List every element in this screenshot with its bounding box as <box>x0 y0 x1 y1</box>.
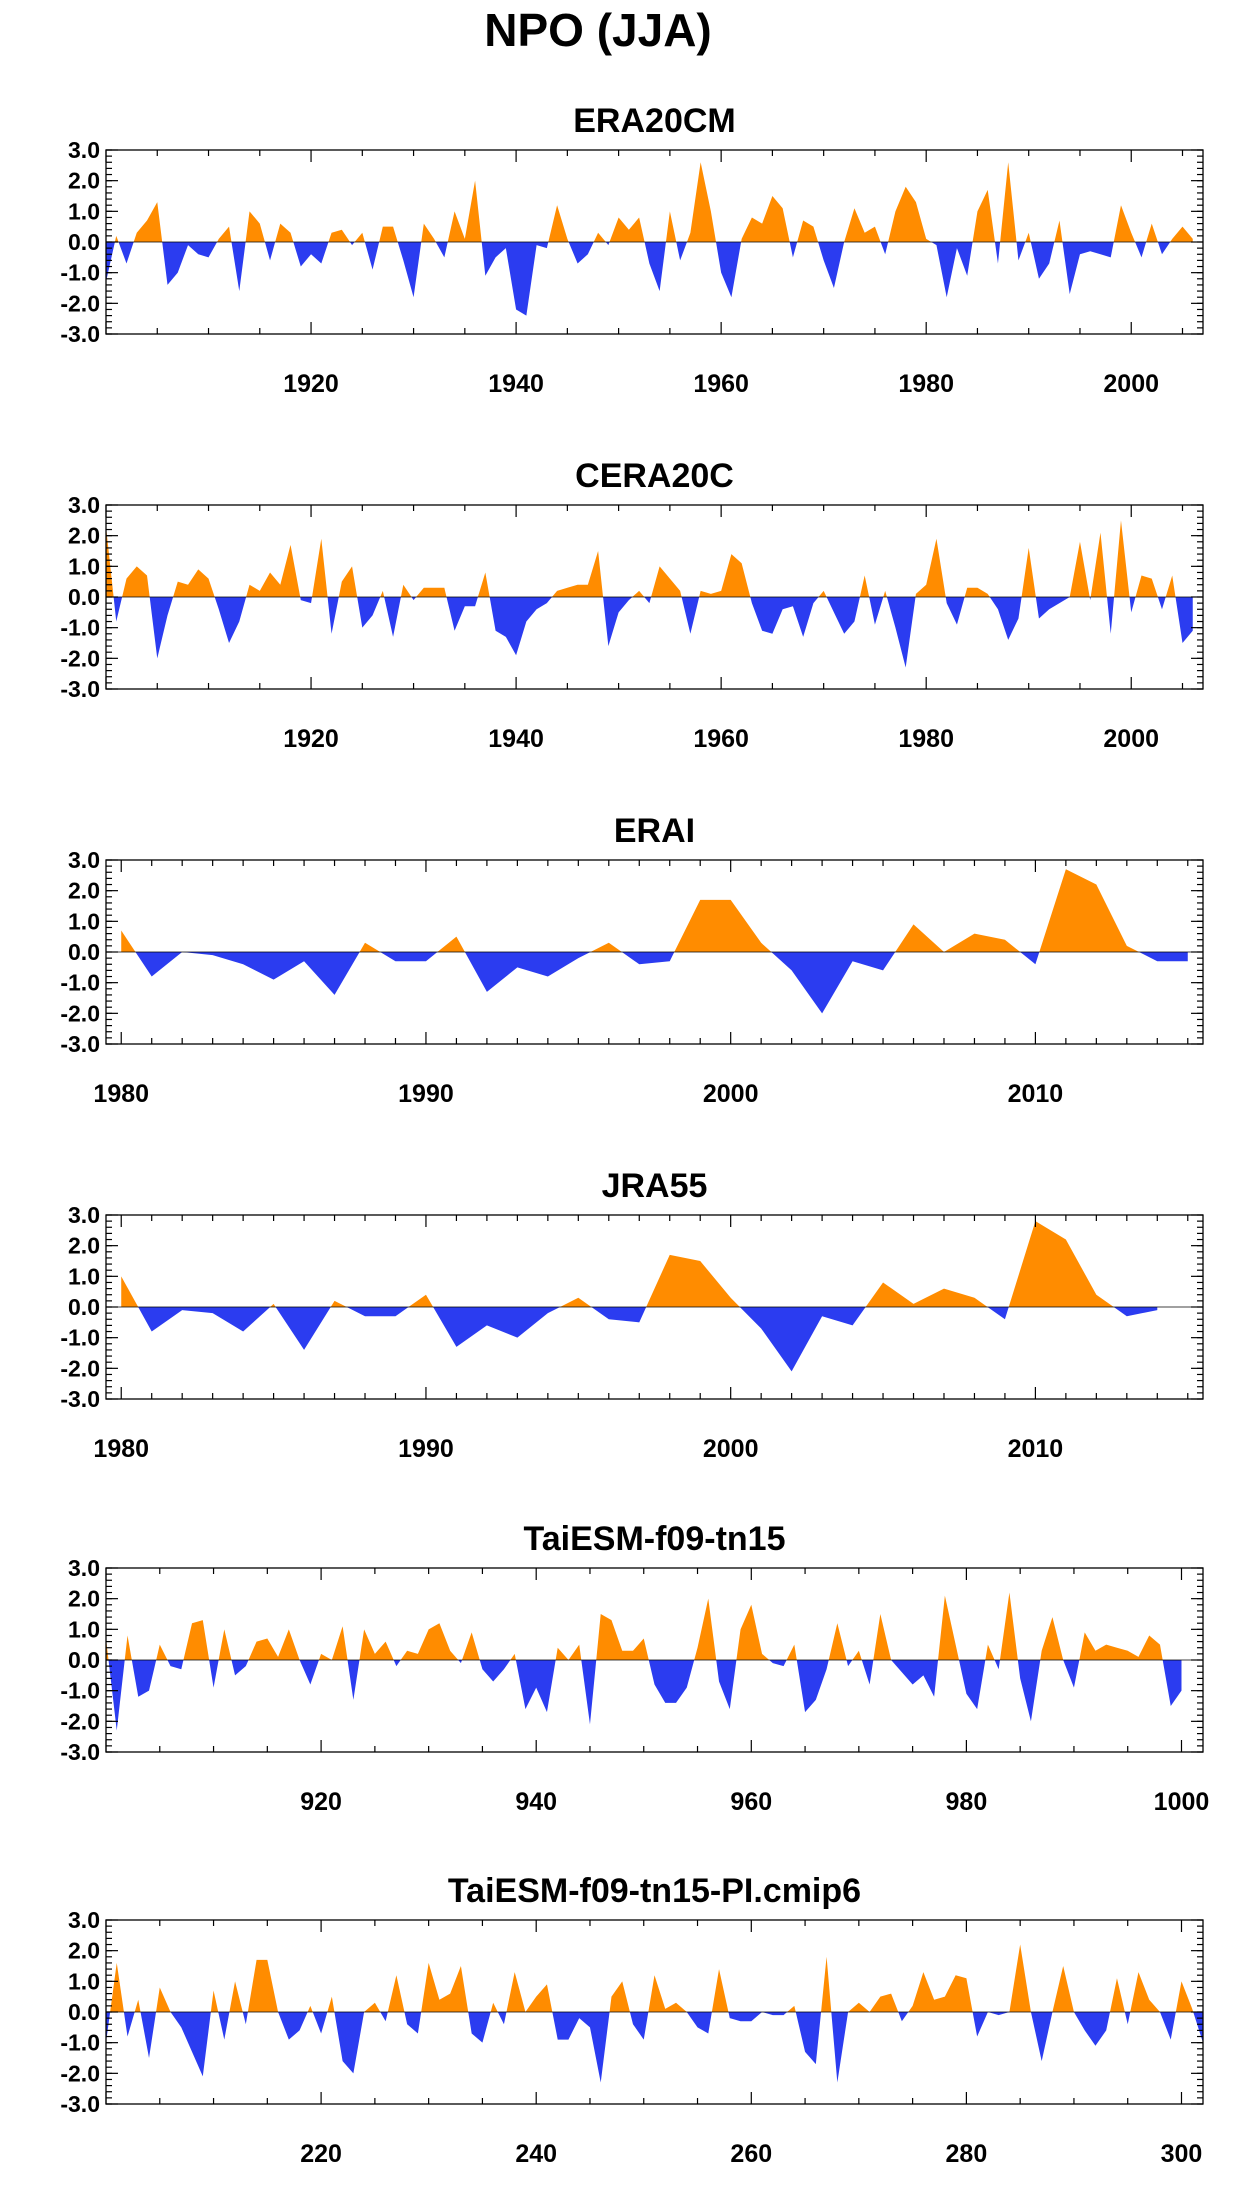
y-tick-label: 2.0 <box>68 878 100 904</box>
panel-5: TaiESM-f09-tn15 3.0 2.0 1.0 0.0 -1.0 -2.0 -3.0 9… <box>60 1520 1209 1816</box>
x-tick-label: 960 <box>730 1788 772 1816</box>
x-tick-label: 1980 <box>898 725 954 753</box>
y-tick-label: -2.0 <box>60 1355 100 1381</box>
y-tick-label: 0.0 <box>68 1999 100 2025</box>
y-tick-label: 0.0 <box>68 584 100 610</box>
x-tick-label: 1990 <box>398 1435 454 1463</box>
y-tick-label: 1.0 <box>68 198 100 224</box>
y-tick-label: 1.0 <box>68 553 100 579</box>
x-tick-label: 2000 <box>1103 725 1159 753</box>
y-tick-label: -3.0 <box>60 1031 100 1057</box>
y-tick-label: -2.0 <box>60 2060 100 2086</box>
y-tick-label: 0.0 <box>68 229 100 255</box>
x-tick-label: 2000 <box>1103 370 1159 398</box>
y-tick-label: 2.0 <box>68 523 100 549</box>
x-tick-label: 2010 <box>1008 1435 1064 1463</box>
y-tick-label: 2.0 <box>68 168 100 194</box>
y-tick-label: 0.0 <box>68 1294 100 1320</box>
y-tick-label: -2.0 <box>60 645 100 671</box>
panel-title: TaiESM-f09-tn15-PI.cmip6 <box>448 1872 861 1910</box>
x-tick-label: 260 <box>730 2140 772 2168</box>
main-title: NPO (JJA) <box>484 4 711 56</box>
positive-area <box>121 869 1188 952</box>
x-tick-label: 1940 <box>488 725 544 753</box>
x-tick-label: 280 <box>946 2140 988 2168</box>
y-tick-label: -1.0 <box>60 970 100 996</box>
y-tick-label: -3.0 <box>60 2091 100 2117</box>
y-tick-label: 2.0 <box>68 1938 100 1964</box>
y-tick-label: -2.0 <box>60 1708 100 1734</box>
y-tick-label: -1.0 <box>60 615 100 641</box>
x-tick-label: 920 <box>300 1788 342 1816</box>
y-tick-label: 3.0 <box>68 1555 100 1581</box>
panel-6: TaiESM-f09-tn15-PI.cmip6 3.0 2.0 1.0 0.0 -1.0… <box>60 1872 1204 2168</box>
panel-title: JRA55 <box>602 1167 708 1205</box>
positive-area <box>106 520 1193 597</box>
x-tick-label: 1960 <box>693 370 749 398</box>
y-tick-label: -3.0 <box>60 1739 100 1765</box>
y-tick-label: 1.0 <box>68 1263 100 1289</box>
y-tick-label: 3.0 <box>68 1907 100 1933</box>
negative-area <box>106 1660 1182 1731</box>
panel-2: CERA20C 3.0 2.0 1.0 0.0 -1.0 -2.0 -3.0 1920 1940 1… <box>60 457 1204 753</box>
x-tick-label: 1960 <box>693 725 749 753</box>
negative-area <box>106 242 1193 316</box>
y-tick-label: 3.0 <box>68 137 100 163</box>
negative-area <box>121 952 1188 1014</box>
x-tick-label: 2000 <box>703 1080 759 1108</box>
panel-title: TaiESM-f09-tn15 <box>524 1520 786 1558</box>
positive-area <box>106 162 1193 242</box>
panel-3: ERAI 3.0 2.0 1.0 0.0 -1.0 -2.0 -3.0 1980 1990 2000… <box>60 812 1204 1108</box>
y-tick-label: -3.0 <box>60 321 100 347</box>
panel-4: JRA55 3.0 2.0 1.0 0.0 -1.0 -2.0 -3.0 1980 1990 200… <box>60 1167 1204 1463</box>
y-tick-label: 3.0 <box>68 847 100 873</box>
x-tick-label: 940 <box>515 1788 557 1816</box>
x-tick-label: 2000 <box>703 1435 759 1463</box>
x-tick-label: 240 <box>515 2140 557 2168</box>
y-tick-label: -1.0 <box>60 260 100 286</box>
y-tick-label: 1.0 <box>68 1616 100 1642</box>
y-tick-label: 2.0 <box>68 1233 100 1259</box>
y-tick-label: 0.0 <box>68 1647 100 1673</box>
positive-area <box>106 1944 1203 2012</box>
y-tick-label: 1.0 <box>68 908 100 934</box>
x-tick-label: 1980 <box>898 370 954 398</box>
x-tick-label: 1920 <box>283 725 339 753</box>
x-tick-label: 980 <box>946 1788 988 1816</box>
y-tick-label: -3.0 <box>60 1386 100 1412</box>
y-tick-label: -1.0 <box>60 1678 100 1704</box>
x-tick-label: 220 <box>300 2140 342 2168</box>
positive-area <box>106 1592 1182 1660</box>
y-tick-label: -3.0 <box>60 676 100 702</box>
y-tick-label: -2.0 <box>60 1000 100 1026</box>
panel-title: CERA20C <box>575 457 734 495</box>
y-tick-label: -2.0 <box>60 290 100 316</box>
y-tick-label: -1.0 <box>60 1325 100 1351</box>
panels: ERA20CM 3.0 2.0 1.0 0.0 -1.0 -2.0 -3.0 1920 1940 1… <box>60 102 1209 2168</box>
negative-area <box>121 1307 1158 1372</box>
x-tick-label: 2010 <box>1008 1080 1064 1108</box>
negative-area <box>106 2012 1203 2083</box>
x-tick-label: 300 <box>1161 2140 1203 2168</box>
y-tick-label: -1.0 <box>60 2030 100 2056</box>
x-tick-label: 1980 <box>93 1080 149 1108</box>
x-tick-label: 1000 <box>1154 1788 1210 1816</box>
x-tick-label: 1920 <box>283 370 339 398</box>
y-tick-label: 0.0 <box>68 939 100 965</box>
y-tick-label: 1.0 <box>68 1968 100 1994</box>
y-tick-label: 3.0 <box>68 1202 100 1228</box>
y-tick-label: 2.0 <box>68 1586 100 1612</box>
positive-area <box>121 1221 1158 1307</box>
x-tick-label: 1940 <box>488 370 544 398</box>
panel-title: ERAI <box>614 812 695 850</box>
panel-1: ERA20CM 3.0 2.0 1.0 0.0 -1.0 -2.0 -3.0 1920 1940 1… <box>60 102 1204 398</box>
negative-area <box>106 597 1193 668</box>
x-tick-label: 1980 <box>93 1435 149 1463</box>
panel-title: ERA20CM <box>573 102 735 140</box>
y-tick-label: 3.0 <box>68 492 100 518</box>
x-tick-label: 1990 <box>398 1080 454 1108</box>
